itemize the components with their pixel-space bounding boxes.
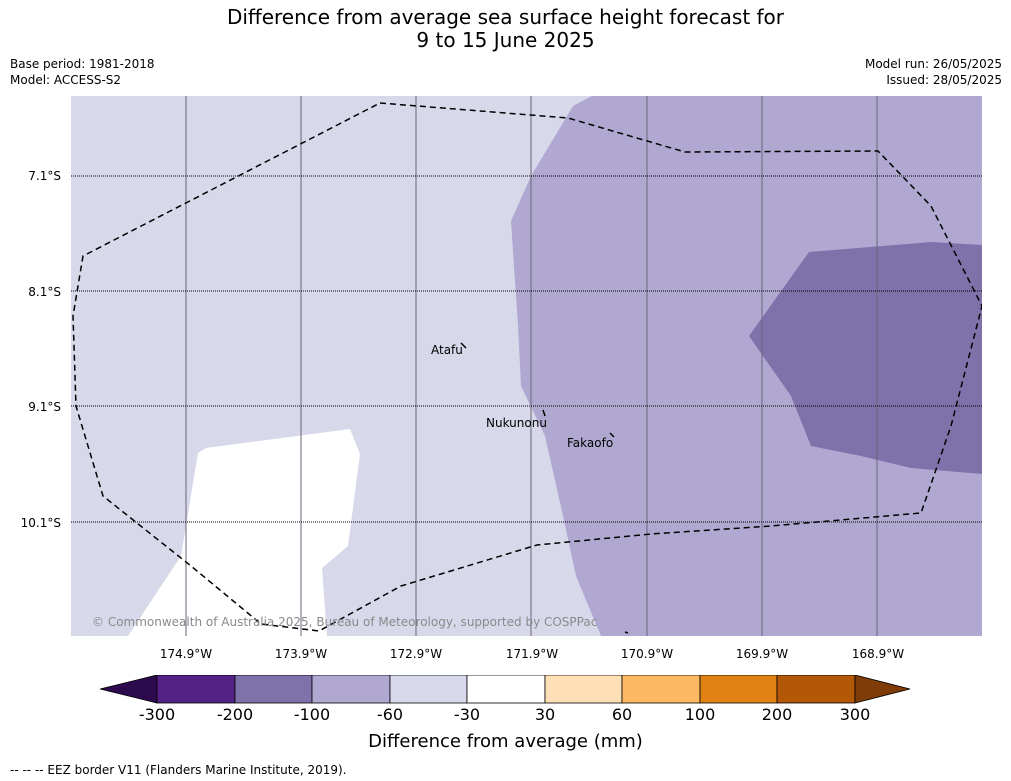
lon-label-4: 171.9°W [505,647,559,661]
anomaly-region-minus100-minus60 [511,96,982,636]
map-title: Difference from average sea surface heig… [0,6,1011,52]
colorbar-segment-6 [544,675,623,704]
colorbar-tick-1: -300 [138,705,176,724]
map-svg [71,96,982,636]
lon-label-3: 172.9°W [389,647,443,661]
colorbar-tick-9: 200 [761,705,793,724]
colorbar-tick-3: -100 [293,705,331,724]
colorbar-tick-5: -30 [453,705,481,724]
anomaly-region-minus200-minus100 [749,242,982,474]
lon-label-1: 174.9°W [159,647,213,661]
lat-label-4: 10.1°S [20,516,61,530]
small-island-mark [624,631,629,634]
colorbar-segment-7 [621,675,701,704]
colorbar-tick-6: 30 [534,705,556,724]
colorbar-tick-10: 300 [839,705,871,724]
meta-left: Base period: 1981-2018 Model: ACCESS-S2 [10,56,155,88]
model-name: Model: ACCESS-S2 [10,73,122,87]
nukunonu-island-mark [542,409,546,417]
lat-label-1: 7.1°S [28,169,61,183]
colorbar-label: Difference from average (mm) [368,731,643,752]
lat-label-2: 8.1°S [28,285,61,299]
colorbar-above-max [854,675,911,704]
colorbar-below-min [100,675,158,704]
issued-date: Issued: 28/05/2025 [886,73,1002,87]
fakaofo-island-mark [609,432,615,438]
colorbar-segment-1 [156,675,236,704]
longitude-gridlines [185,96,878,636]
colorbar-segment-2 [234,675,313,704]
colorbar-segment-5 [466,675,546,704]
lon-label-6: 169.9°W [735,647,789,661]
lat-label-3: 9.1°S [28,400,61,414]
base-period: Base period: 1981-2018 [10,57,155,71]
colorbar-segment-9 [776,675,856,704]
meta-right: Model run: 26/05/2025 Issued: 28/05/2025 [865,56,1002,88]
map-panel[interactable] [71,96,982,636]
colorbar-segment-4 [389,675,468,704]
lon-label-5: 170.9°W [620,647,674,661]
colorbar-tick-8: 100 [684,705,716,724]
colorbar-tick-4: -60 [376,705,404,724]
atafu-island-mark [460,342,467,349]
colorbar [100,675,911,704]
colorbar-segment-8 [699,675,778,704]
copyright-notice: © Commonwealth of Australia 2025, Bureau… [92,615,598,629]
model-run: Model run: 26/05/2025 [864,57,1002,71]
title-line-2: 9 to 15 June 2025 [416,28,595,52]
place-label-atafu: Atafu [431,343,463,357]
colorbar-segment-3 [311,675,391,704]
eez-legend-note: -- -- -- EEZ border V11 (Flanders Marine… [10,763,347,777]
lon-label-7: 168.9°W [851,647,905,661]
place-label-fakaofo: Fakaofo [567,436,614,450]
lon-label-2: 173.9°W [274,647,328,661]
place-label-nukunonu: Nukunonu [486,416,547,430]
colorbar-tick-7: 60 [611,705,633,724]
title-line-1: Difference from average sea surface heig… [226,5,785,29]
colorbar-tick-2: -200 [216,705,254,724]
